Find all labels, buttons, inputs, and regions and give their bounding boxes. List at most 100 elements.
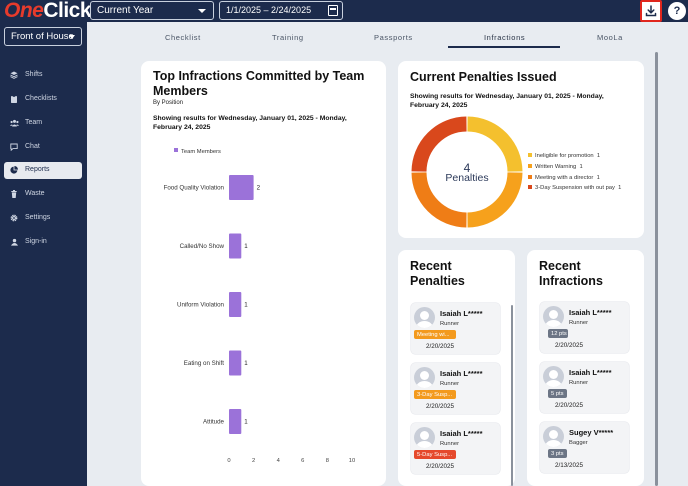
points-badge: 5 pts bbox=[548, 389, 567, 398]
legend-swatch bbox=[528, 175, 532, 179]
donut-slice[interactable] bbox=[467, 116, 523, 172]
sidebar-item-label: Shifts bbox=[25, 71, 43, 78]
help-button[interactable]: ? bbox=[668, 2, 686, 20]
sidebar-item-label: Reports bbox=[25, 166, 50, 173]
x-tick-label: 2 bbox=[252, 458, 255, 464]
period-select-value: Current Year bbox=[97, 5, 154, 16]
data-label: 2 bbox=[257, 185, 261, 192]
sidebar-item-checklists[interactable]: Checklists bbox=[4, 91, 82, 108]
donut-slice[interactable] bbox=[411, 172, 467, 228]
date-range-input[interactable]: 1/1/2025 – 2/24/2025 bbox=[219, 1, 343, 20]
employee-role: Runner bbox=[569, 320, 589, 326]
sidebar-item-shifts[interactable]: Shifts bbox=[4, 67, 82, 84]
chevron-down-icon bbox=[198, 9, 206, 13]
employee-name: Isaiah L***** bbox=[440, 429, 483, 438]
sidebar-item-label: Checklists bbox=[25, 95, 57, 102]
chart-bar[interactable] bbox=[229, 350, 242, 376]
period-select[interactable]: Current Year bbox=[90, 1, 214, 20]
legend-item: Ineligible for promotion 1 bbox=[528, 153, 600, 159]
location-select[interactable]: Front of House bbox=[4, 27, 82, 46]
legend-swatch bbox=[528, 164, 532, 168]
penalty-card[interactable]: Isaiah L***** Runner 3-Day Susp... 2/20/… bbox=[411, 363, 500, 414]
sidebar-item-sign-in[interactable]: Sign-in bbox=[4, 234, 82, 251]
sidebar-item-label: Chat bbox=[25, 143, 40, 150]
avatar bbox=[543, 366, 564, 387]
x-tick-label: 8 bbox=[326, 458, 329, 464]
chart-bar[interactable] bbox=[229, 175, 254, 200]
category-label: Called/No Show bbox=[180, 243, 225, 250]
sidebar-item-settings[interactable]: Settings bbox=[4, 210, 82, 227]
sidebar-item-waste[interactable]: Waste bbox=[4, 186, 82, 203]
data-label: 1 bbox=[244, 360, 248, 367]
infraction-card[interactable]: Isaiah L***** Runner 12 pts 2/20/2025 bbox=[540, 302, 629, 353]
donut-total: 4 bbox=[464, 161, 471, 175]
recent-penalties-scrollbar[interactable] bbox=[511, 305, 513, 486]
penalty-card[interactable]: Isaiah L***** Runner Meeting wi... 2/20/… bbox=[411, 303, 500, 354]
penalty-date: 2/20/2025 bbox=[426, 343, 455, 350]
infraction-date: 2/13/2025 bbox=[555, 462, 584, 469]
date-range-value: 1/1/2025 – 2/24/2025 bbox=[226, 5, 312, 15]
sidebar-item-chat[interactable]: Chat bbox=[4, 139, 82, 156]
oneclick-logo[interactable]: OneClick bbox=[4, 0, 92, 22]
legend-swatch bbox=[528, 153, 532, 157]
calendar-icon[interactable] bbox=[328, 5, 338, 16]
chart-title: Top Infractions Committed by Team Member… bbox=[153, 69, 365, 98]
top-bar: OneClick Current Year 1/1/2025 – 2/24/20… bbox=[0, 0, 688, 22]
chart-results-text: Showing results for Wednesday, January 0… bbox=[153, 115, 347, 131]
sidebar-item-label: Waste bbox=[25, 190, 45, 197]
clipboard-icon bbox=[10, 95, 18, 103]
tab-training[interactable]: Training bbox=[272, 33, 304, 42]
employee-role: Runner bbox=[440, 381, 460, 387]
legend-item: Meeting with a director 1 bbox=[528, 175, 600, 181]
avatar bbox=[543, 306, 564, 327]
tab-moola[interactable]: MooLa bbox=[597, 33, 623, 42]
donut-slice[interactable] bbox=[467, 172, 523, 228]
chart-bar[interactable] bbox=[229, 409, 242, 434]
infraction-date: 2/20/2025 bbox=[555, 402, 584, 409]
donut-slice[interactable] bbox=[411, 116, 467, 172]
download-button[interactable] bbox=[640, 0, 662, 22]
legend-label: Team Members bbox=[181, 149, 221, 155]
tab-passports[interactable]: Passports bbox=[374, 33, 413, 42]
employee-role: Bagger bbox=[569, 440, 588, 446]
recent-penalties-card: Recent Penalties Isaiah L***** Runner Me… bbox=[398, 250, 515, 486]
chart-bar[interactable] bbox=[229, 233, 242, 259]
points-badge: 12 pts bbox=[548, 329, 568, 338]
employee-role: Runner bbox=[440, 321, 460, 327]
legend-item: Written Warning 1 bbox=[528, 164, 583, 170]
employee-role: Runner bbox=[440, 441, 460, 447]
legend-swatch bbox=[528, 185, 532, 189]
sidebar: Front of House Shifts Checklists Team Ch… bbox=[0, 22, 87, 486]
category-label: Eating on Shift bbox=[184, 360, 225, 367]
tab-infractions[interactable]: Infractions bbox=[484, 33, 526, 42]
employee-role: Runner bbox=[569, 380, 589, 386]
legend-item: 3-Day Suspension with out pay 1 bbox=[528, 185, 621, 191]
location-select-value: Front of House bbox=[11, 31, 74, 42]
chart-bar[interactable] bbox=[229, 292, 242, 317]
recent-infractions-title: Recent Infractions bbox=[539, 259, 603, 288]
trash-icon bbox=[10, 190, 18, 198]
chat-icon bbox=[10, 143, 18, 151]
penalty-date: 2/20/2025 bbox=[426, 403, 455, 410]
avatar bbox=[414, 307, 435, 328]
infraction-card[interactable]: Isaiah L***** Runner 5 pts 2/20/2025 bbox=[540, 362, 629, 413]
infraction-card[interactable]: Sugey V***** Bagger 3 pts 2/13/2025 bbox=[540, 422, 629, 473]
page-scrollbar[interactable] bbox=[655, 52, 658, 486]
sidebar-item-label: Settings bbox=[25, 214, 51, 221]
penalty-card[interactable]: Isaiah L***** Runner 5-Day Susp... 2/20/… bbox=[411, 423, 500, 474]
points-badge: 3 pts bbox=[548, 449, 567, 458]
sidebar-item-reports[interactable]: Reports bbox=[4, 162, 82, 179]
recent-penalties-title: Recent Penalties bbox=[410, 259, 465, 288]
employee-name: Isaiah L***** bbox=[569, 368, 612, 377]
tab-checklist[interactable]: Checklist bbox=[165, 33, 201, 42]
chevron-down-icon bbox=[69, 35, 75, 39]
current-penalties-card: Current Penalties Issued Showing results… bbox=[398, 61, 644, 238]
sidebar-item-team[interactable]: Team bbox=[4, 115, 82, 132]
x-tick-label: 0 bbox=[227, 458, 230, 464]
category-label: Uniform Violation bbox=[177, 302, 225, 309]
active-tab-indicator bbox=[448, 46, 560, 48]
gear-icon bbox=[10, 214, 18, 222]
x-tick-label: 4 bbox=[277, 458, 281, 464]
donut-total-label: Penalties bbox=[445, 172, 488, 184]
pie-chart-icon bbox=[10, 166, 18, 174]
